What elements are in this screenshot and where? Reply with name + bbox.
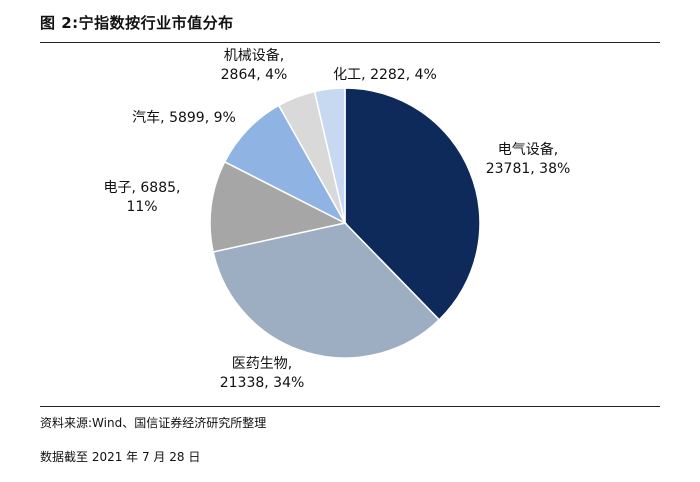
pie-label-3: 电子, 6885, 11% — [104, 180, 181, 215]
pie-label-1: 电气设备, 23781, 38% — [486, 141, 571, 177]
pie-slice-4 — [223, 104, 347, 225]
figure-title: 图 2:宁指数按行业市值分布 — [40, 14, 234, 32]
pie-slice-1 — [344, 87, 481, 321]
top-rule — [40, 42, 660, 43]
pie-label-5: 机械设备, 2864, 4% — [221, 47, 288, 83]
source-note: 资料来源:Wind、国信证券经济研究所整理 — [40, 416, 267, 430]
pie-labels: 电气设备, 23781, 38% 医药生物, 21338, 34% 电子, 6885, 1… — [104, 47, 571, 391]
pie-slice-6 — [313, 87, 346, 224]
pie-slices — [209, 87, 481, 359]
pie-slice-3 — [209, 160, 348, 253]
pie-label-6: 化工, 2282, 4% — [333, 67, 437, 83]
pie-slice-2 — [212, 222, 441, 359]
pie-label-2: 医药生物, 21338, 34% — [220, 356, 305, 391]
data-cutoff-note: 数据截至 2021 年 7 月 28 日 — [40, 450, 201, 464]
pie-label-4: 汽车, 5899, 9% — [132, 109, 236, 126]
bottom-rule — [40, 406, 660, 407]
